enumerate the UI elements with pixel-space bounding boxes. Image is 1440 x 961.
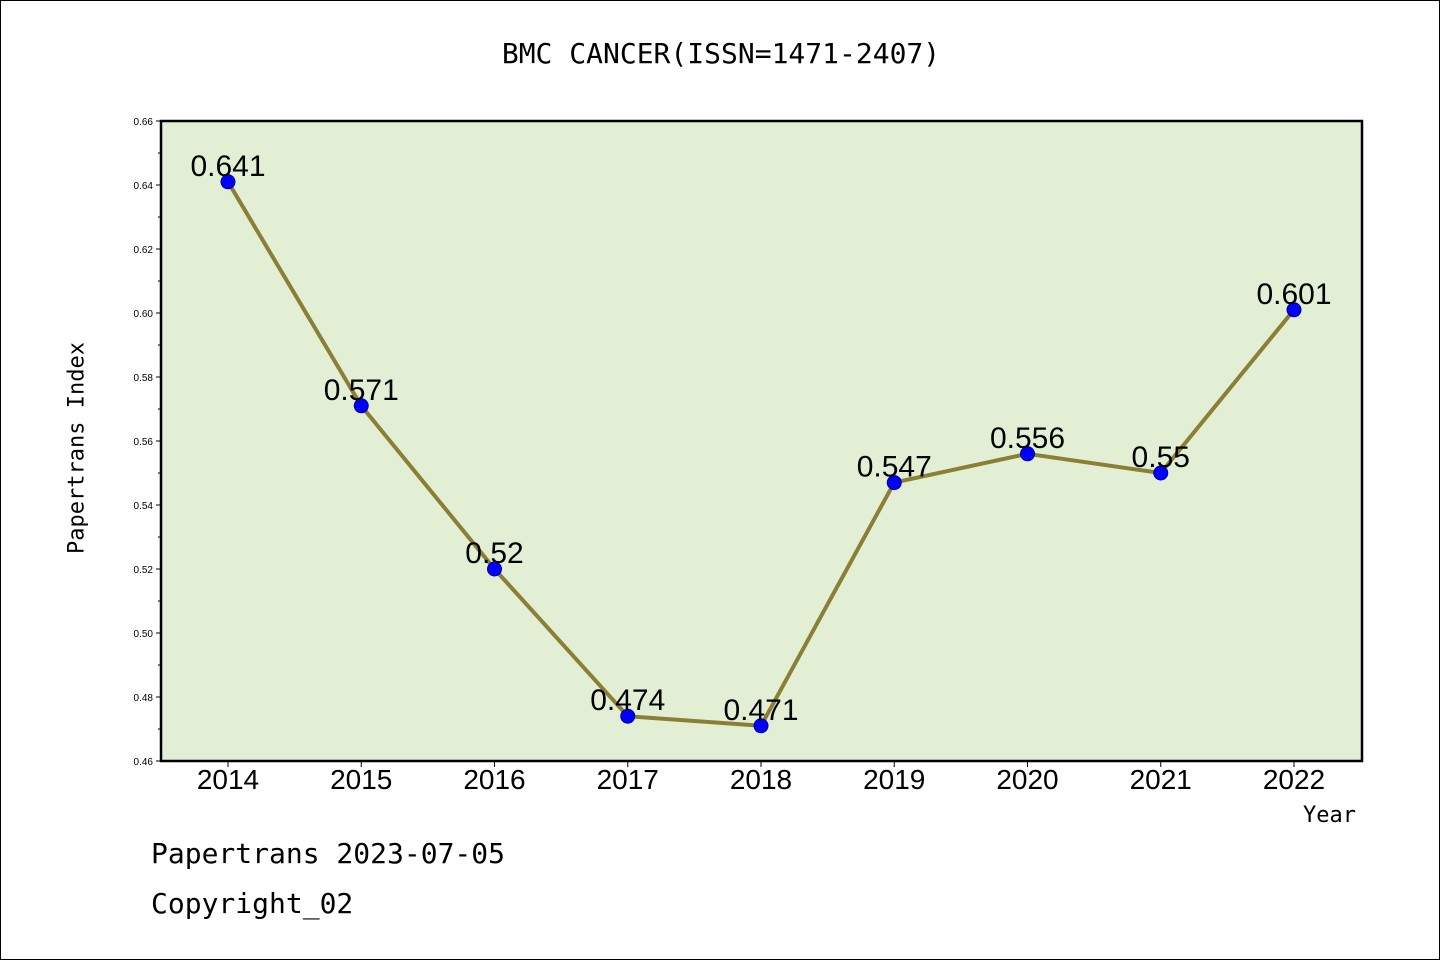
y-tick-label: 0.48 bbox=[134, 693, 154, 704]
x-tick-label: 2015 bbox=[330, 764, 392, 795]
data-point bbox=[620, 708, 636, 724]
y-tick-label: 0.56 bbox=[134, 437, 154, 448]
data-point bbox=[753, 718, 769, 734]
data-label: 0.601 bbox=[1256, 278, 1331, 311]
x-tick-label: 2020 bbox=[996, 764, 1058, 795]
footer-date: Papertrans 2023-07-05 bbox=[151, 837, 506, 870]
data-label: 0.55 bbox=[1132, 441, 1190, 474]
x-tick-label: 2014 bbox=[197, 764, 259, 795]
plot-area bbox=[161, 121, 1362, 761]
data-label: 0.547 bbox=[857, 451, 932, 484]
data-label: 0.474 bbox=[590, 684, 665, 717]
footer-copyright: Copyright_02 bbox=[151, 887, 354, 920]
x-tick-label: 2016 bbox=[463, 764, 525, 795]
chart-title: BMC CANCER(ISSN=1471-2407) bbox=[501, 37, 941, 70]
plot-border bbox=[159, 119, 1364, 763]
data-point bbox=[220, 174, 236, 190]
data-point bbox=[1153, 465, 1169, 481]
x-tick-label: 2017 bbox=[597, 764, 659, 795]
data-label: 0.641 bbox=[190, 150, 265, 183]
data-label: 0.52 bbox=[465, 537, 523, 570]
data-label: 0.556 bbox=[990, 422, 1065, 455]
y-tick-label: 0.58 bbox=[134, 373, 154, 384]
y-tick-label: 0.64 bbox=[134, 181, 154, 192]
y-tick-label: 0.62 bbox=[134, 245, 154, 256]
y-tick-label: 0.66 bbox=[134, 117, 154, 128]
data-point bbox=[487, 561, 502, 577]
x-axis-label: Year bbox=[1303, 803, 1356, 828]
data-point bbox=[353, 398, 369, 414]
y-tick-label: 0.52 bbox=[134, 565, 154, 576]
data-label: 0.571 bbox=[324, 374, 399, 407]
data-point bbox=[1286, 302, 1302, 318]
x-tick-label: 2018 bbox=[730, 764, 792, 795]
data-label: 0.471 bbox=[723, 694, 798, 727]
data-point bbox=[886, 475, 902, 491]
y-tick-label: 0.54 bbox=[134, 501, 154, 512]
y-tick-label: 0.50 bbox=[134, 629, 154, 640]
y-tick-label: 0.46 bbox=[134, 757, 154, 768]
x-tick-label: 2021 bbox=[1130, 764, 1192, 795]
data-point bbox=[1020, 446, 1035, 462]
x-tick-label: 2019 bbox=[863, 764, 925, 795]
x-tick-label: 2022 bbox=[1263, 764, 1325, 795]
y-tick-label: 0.60 bbox=[134, 309, 154, 320]
